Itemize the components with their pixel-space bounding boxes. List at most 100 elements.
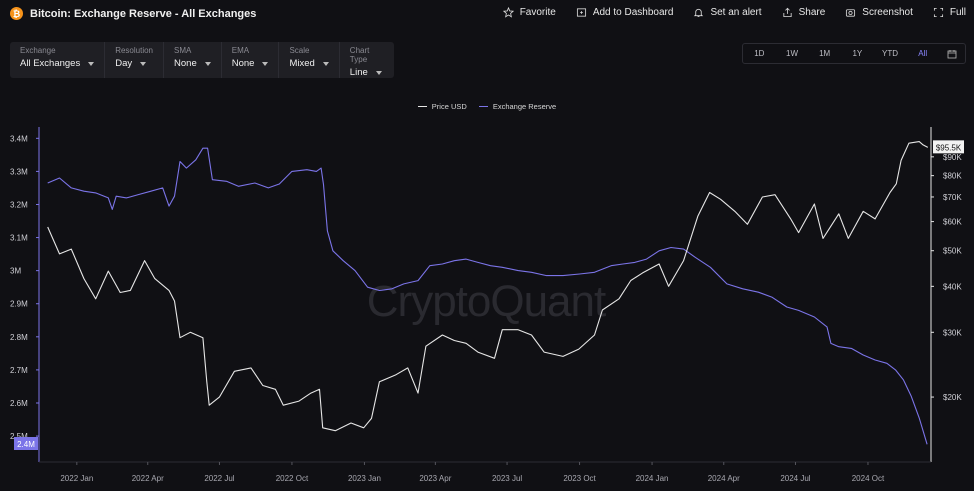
share-button[interactable]: Share <box>782 7 826 18</box>
right-tick-label: $50K <box>943 247 962 256</box>
star-icon <box>502 7 514 18</box>
fullscreen-button[interactable]: Full <box>933 7 966 18</box>
calendar-icon <box>947 49 957 58</box>
watermark: CryptoQuant <box>367 277 606 326</box>
chevron-down-icon <box>375 70 382 75</box>
range-1y[interactable]: 1Y <box>852 49 863 58</box>
range-1w[interactable]: 1W <box>786 49 798 58</box>
x-tick-label: 2024 Apr <box>708 474 740 483</box>
left-current-label: 2.4M <box>17 440 35 449</box>
chart-type-value: Line <box>349 67 368 78</box>
exchange-label: Exchange <box>20 46 56 55</box>
right-tick-label: $30K <box>943 328 962 337</box>
screenshot-label: Screenshot <box>862 7 913 18</box>
legend-swatch-price <box>417 105 427 108</box>
chevron-down-icon <box>140 61 147 66</box>
range-all[interactable]: All <box>918 49 928 58</box>
range-ytd[interactable]: YTD <box>882 49 899 58</box>
legend-label-reserve: Exchange Reserve <box>492 102 557 111</box>
chart-type-label: Chart Type <box>349 46 370 64</box>
share-label: Share <box>798 7 826 18</box>
camera-icon <box>846 9 856 17</box>
resolution-value: Day <box>115 58 133 69</box>
chevron-down-icon <box>262 61 269 66</box>
exchange-value: All Exchanges <box>20 58 81 69</box>
chevron-down-icon <box>322 61 329 66</box>
right-current-badge <box>933 140 964 154</box>
filter-bar: Exchange All Exchanges Resolution Day SM… <box>10 42 394 78</box>
sma-label: SMA <box>174 46 192 55</box>
left-tick-label: 2.9M <box>10 300 28 309</box>
x-tick-label: 2023 Oct <box>563 474 596 483</box>
top-bar: ₿ Bitcoin: Exchange Reserve - All Exchan… <box>0 0 974 30</box>
x-tick-label: 2024 Jan <box>636 474 669 483</box>
time-range-selector: 1D 1W 1M 1Y YTD All <box>742 43 966 64</box>
set-alert-button[interactable]: Set an alert <box>693 7 762 18</box>
screenshot-button[interactable]: Screenshot <box>845 7 913 18</box>
left-tick-label: 3M <box>10 267 21 276</box>
x-tick-label: 2023 Apr <box>419 474 451 483</box>
ema-label: EMA <box>231 46 250 55</box>
x-tick-label: 2023 Jan <box>348 474 381 483</box>
price-usd-line <box>47 141 929 432</box>
left-current-badge <box>14 437 38 450</box>
set-alert-label: Set an alert <box>710 7 762 18</box>
exchange-reserve-line <box>47 147 928 445</box>
scale-label: Scale <box>289 46 310 55</box>
left-tick-label: 3.3M <box>10 167 28 176</box>
action-bar: Favorite Add to Dashboard Set an alert S… <box>502 7 966 18</box>
scale-value: Mixed <box>289 58 315 69</box>
ema-value: None <box>231 58 255 69</box>
legend-item-price[interactable]: Price USD <box>417 102 467 111</box>
share-icon <box>783 7 792 18</box>
resolution-label: Resolution <box>115 46 154 55</box>
left-tick-label: 3.4M <box>10 134 28 143</box>
legend-swatch-reserve <box>478 105 488 108</box>
sma-value: None <box>174 58 197 69</box>
sma-select[interactable]: SMA None <box>164 42 222 78</box>
chevron-down-icon <box>204 61 211 66</box>
right-tick-label: $20K <box>943 393 962 402</box>
resolution-select[interactable]: Resolution Day <box>105 42 165 78</box>
legend-label-price: Price USD <box>431 102 467 111</box>
add-to-dashboard-label: Add to Dashboard <box>592 7 674 18</box>
bell-icon <box>694 8 704 18</box>
x-tick-label: 2022 Jul <box>204 474 234 483</box>
ema-select[interactable]: EMA None <box>222 42 280 78</box>
x-tick-label: 2024 Jul <box>780 474 810 483</box>
favorite-label: Favorite <box>519 7 556 18</box>
right-tick-label: $90K <box>943 153 962 162</box>
range-1m[interactable]: 1M <box>819 49 831 58</box>
title-area: ₿ Bitcoin: Exchange Reserve - All Exchan… <box>10 7 256 20</box>
range-1d[interactable]: 1D <box>754 49 765 58</box>
left-tick-label: 3.1M <box>10 234 28 243</box>
left-tick-label: 2.8M <box>10 333 28 342</box>
x-tick-label: 2024 Oct <box>852 474 885 483</box>
favorite-button[interactable]: Favorite <box>502 7 556 18</box>
calendar-button[interactable] <box>939 49 965 59</box>
chart-type-select[interactable]: Chart Type Line <box>340 42 394 78</box>
right-tick-label: $40K <box>943 282 962 291</box>
left-tick-label: 2.5M <box>10 432 28 441</box>
x-tick-label: 2023 Jul <box>492 474 522 483</box>
fullscreen-icon <box>933 7 943 18</box>
left-tick-label: 2.6M <box>10 399 28 408</box>
x-tick-label: 2022 Apr <box>132 474 164 483</box>
chart-legend: Price USD Exchange Reserve <box>0 102 974 111</box>
scale-select[interactable]: Scale Mixed <box>279 42 340 78</box>
right-tick-label: $60K <box>943 218 962 227</box>
exchange-select[interactable]: Exchange All Exchanges <box>10 42 106 78</box>
fullscreen-label: Full <box>949 7 966 18</box>
bitcoin-icon: ₿ <box>10 7 23 20</box>
legend-item-reserve[interactable]: Exchange Reserve <box>478 102 557 111</box>
left-tick-label: 3.2M <box>10 200 28 209</box>
x-tick-label: 2022 Jan <box>60 474 93 483</box>
right-tick-label: $70K <box>943 193 962 202</box>
left-tick-label: 2.7M <box>10 366 28 375</box>
add-to-dashboard-button[interactable]: Add to Dashboard <box>576 7 674 18</box>
page-title: Bitcoin: Exchange Reserve - All Exchange… <box>30 7 257 20</box>
x-tick-label: 2022 Oct <box>276 474 309 483</box>
right-current-label: $95.5K <box>936 143 962 152</box>
right-tick-label: $80K <box>943 172 962 181</box>
